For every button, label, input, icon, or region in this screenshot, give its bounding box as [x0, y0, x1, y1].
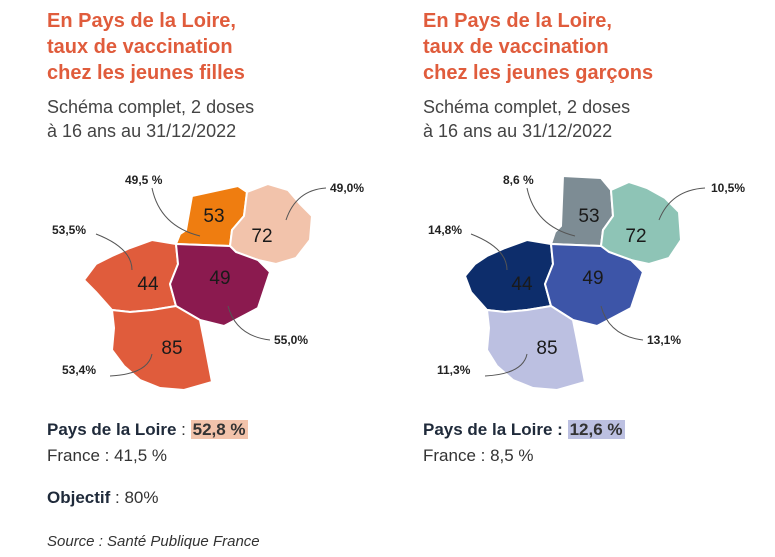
leader-49-girls: [227, 305, 271, 341]
leader-49-boys: [600, 305, 644, 341]
girls-map: 53 72 44 49 85 49,5 % 49,0% 53,5% 55,0% …: [52, 173, 364, 392]
boys-subtitle: Schéma complet, 2 doses à 16 ans au 31/1…: [423, 97, 631, 141]
rate-49-girls: 55,0%: [274, 333, 308, 347]
dept-85-label-girls: 85: [161, 338, 182, 359]
department-49-boys: [543, 242, 645, 328]
leader-44-boys: [470, 233, 508, 271]
leader-85-boys: [484, 353, 528, 377]
rate-72-boys: 10,5%: [711, 181, 745, 195]
rate-53-girls: 49,5 %: [125, 173, 163, 187]
rate-85-boys: 11,3%: [437, 363, 471, 377]
leader-85-girls: [109, 353, 153, 377]
dept-49-label-girls: 49: [209, 268, 230, 289]
objective-value: : 80%: [110, 488, 159, 507]
leader-44-girls: [95, 233, 133, 271]
boys-map-regions: [463, 174, 683, 392]
department-72-girls: [228, 182, 314, 266]
leader-53-boys: [526, 187, 576, 237]
boys-france-line: France : 8,5 %: [423, 446, 534, 465]
girls-subtitle: Schéma complet, 2 doses à 16 ans au 31/1…: [47, 97, 255, 141]
rate-53-boys: 8,6 %: [503, 173, 534, 187]
department-85-girls: [110, 304, 214, 392]
dept-44-label-boys: 44: [511, 274, 533, 295]
girls-region-line: Pays de la Loire : 52,8 %: [47, 417, 248, 443]
boys-region-value: 12,6 %: [567, 420, 625, 439]
girls-france-line: France : 41,5 %: [47, 446, 168, 465]
boys-map: 53 72 44 49 85 8,6 % 10,5% 14,8% 13,1% 1…: [428, 173, 745, 392]
department-85-boys: [485, 304, 587, 392]
girls-title: En Pays de la Loire, taux de vaccination…: [47, 10, 245, 84]
boys-region-label: Pays de la Loire :: [423, 420, 568, 439]
dept-49-label-boys: 49: [582, 268, 603, 289]
objective-line: Objectif : 80%: [47, 485, 248, 511]
dept-85-label-boys: 85: [536, 338, 557, 359]
dept-53-label-girls: 53: [203, 206, 224, 227]
department-49-girls: [168, 242, 272, 328]
boys-stats: Pays de la Loire : 12,6 % France : 8,5 %: [423, 417, 625, 469]
dept-72-label-boys: 72: [625, 226, 646, 247]
girls-region-value: 52,8 %: [190, 420, 248, 439]
leader-72-girls: [285, 187, 327, 221]
objective-label: Objectif: [47, 488, 111, 507]
rate-44-girls: 53,5%: [52, 223, 86, 237]
source-note: Source : Santé Publique France: [47, 533, 260, 550]
girls-map-regions: [82, 182, 314, 392]
girls-region-label: Pays de la Loire: [47, 420, 177, 439]
dept-53-label-boys: 53: [578, 206, 599, 227]
girls-leader-lines: [95, 187, 327, 377]
dept-44-label-girls: 44: [137, 274, 159, 295]
rate-85-girls: 53,4%: [62, 363, 96, 377]
boys-title: En Pays de la Loire, taux de vaccination…: [423, 10, 654, 84]
rate-72-girls: 49,0%: [330, 181, 364, 195]
rate-49-boys: 13,1%: [647, 333, 681, 347]
department-44-girls: [82, 238, 180, 314]
boys-leader-lines: [470, 187, 706, 377]
department-72-boys: [599, 180, 683, 266]
leader-72-boys: [658, 187, 706, 221]
girls-region-sep: :: [176, 420, 191, 439]
rate-44-boys: 14,8%: [428, 223, 462, 237]
department-44-boys: [463, 238, 555, 314]
boys-region-line: Pays de la Loire : 12,6 %: [423, 417, 625, 443]
girls-stats: Pays de la Loire : 52,8 % France : 41,5 …: [47, 417, 248, 511]
dept-72-label-girls: 72: [251, 226, 272, 247]
leader-53-girls: [151, 187, 201, 237]
